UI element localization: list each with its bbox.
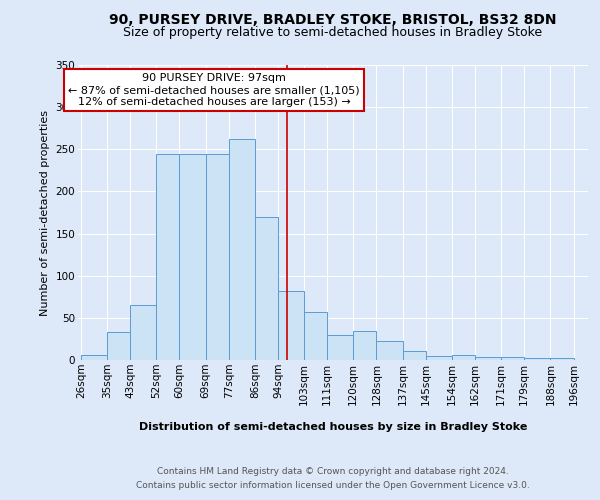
- Bar: [107, 332, 130, 360]
- Bar: [550, 358, 574, 360]
- Bar: [255, 216, 278, 360]
- Bar: [403, 350, 426, 360]
- Y-axis label: Number of semi-detached properties: Number of semi-detached properties: [40, 110, 50, 316]
- Bar: [452, 355, 475, 360]
- Text: 90, PURSEY DRIVE, BRADLEY STOKE, BRISTOL, BS32 8DN: 90, PURSEY DRIVE, BRADLEY STOKE, BRISTOL…: [109, 12, 557, 26]
- Bar: [327, 334, 353, 360]
- Text: Distribution of semi-detached houses by size in Bradley Stoke: Distribution of semi-detached houses by …: [139, 422, 527, 432]
- Bar: [229, 139, 255, 360]
- Bar: [501, 358, 524, 360]
- Text: Contains public sector information licensed under the Open Government Licence v3: Contains public sector information licen…: [136, 481, 530, 490]
- Bar: [426, 356, 452, 360]
- Text: Size of property relative to semi-detached houses in Bradley Stoke: Size of property relative to semi-detach…: [124, 26, 542, 39]
- Bar: [179, 154, 206, 360]
- Bar: [353, 330, 376, 360]
- Text: Contains HM Land Registry data © Crown copyright and database right 2024.: Contains HM Land Registry data © Crown c…: [157, 468, 509, 476]
- Bar: [524, 358, 550, 360]
- Bar: [130, 305, 156, 360]
- Bar: [475, 356, 501, 360]
- Bar: [304, 312, 327, 360]
- Bar: [278, 291, 304, 360]
- Bar: [205, 154, 229, 360]
- Bar: [376, 342, 403, 360]
- Bar: [156, 154, 179, 360]
- Bar: [81, 355, 107, 360]
- Text: 90 PURSEY DRIVE: 97sqm
← 87% of semi-detached houses are smaller (1,105)
12% of : 90 PURSEY DRIVE: 97sqm ← 87% of semi-det…: [68, 74, 360, 106]
